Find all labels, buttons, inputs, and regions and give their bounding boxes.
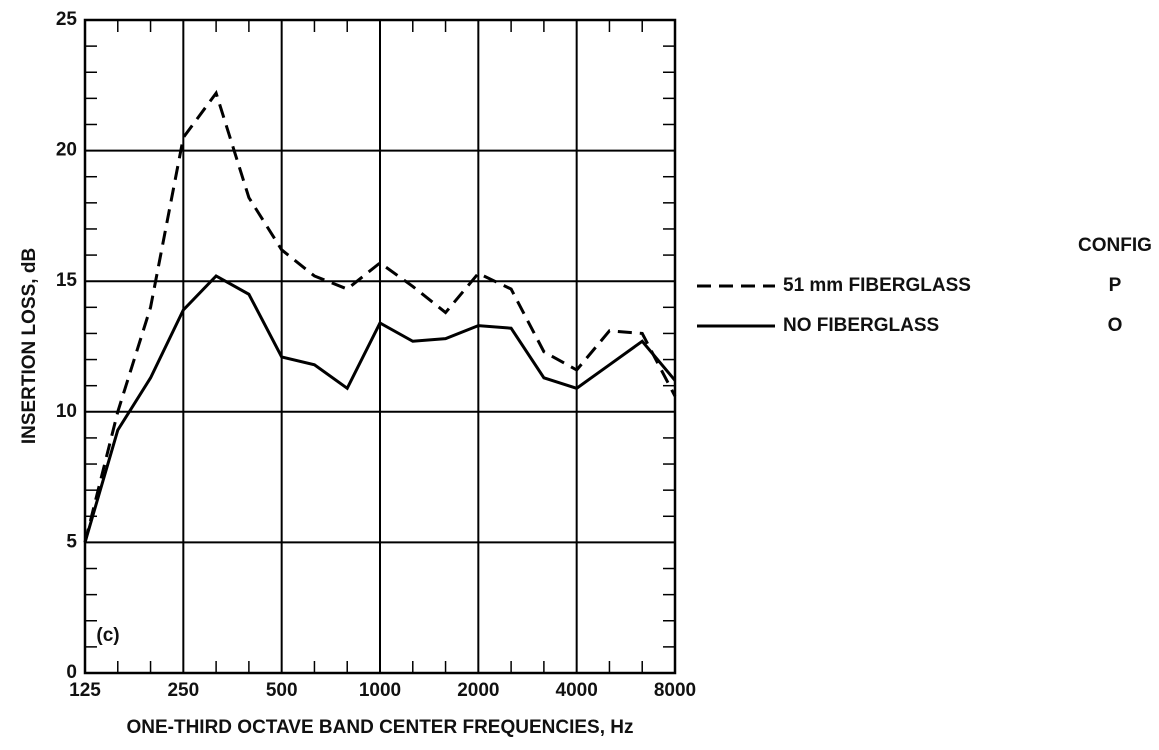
legend-title: CONFIG <box>1078 235 1152 256</box>
y-tick-label: 0 <box>66 662 77 683</box>
x-tick-label: 2000 <box>457 680 499 701</box>
x-tick-label: 125 <box>69 680 101 701</box>
x-tick-label: 1000 <box>359 680 401 701</box>
legend-label: NO FIBERGLASS <box>783 315 939 336</box>
y-tick-label: 10 <box>56 401 77 422</box>
legend-config: O <box>1108 315 1123 336</box>
x-tick-label: 8000 <box>654 680 696 701</box>
line <box>83 274 677 543</box>
y-tick-label: 20 <box>56 140 77 161</box>
x-tick-label: 500 <box>266 680 298 701</box>
annotation: (c) <box>96 625 119 646</box>
plot-frame <box>83 18 677 675</box>
y-axis-label: INSERTION LOSS, dB <box>19 248 40 444</box>
legend-config: P <box>1109 275 1122 296</box>
y-tick-label: 15 <box>56 270 78 291</box>
legend-label: 51 mm FIBERGLASS <box>783 275 971 296</box>
x-tick-label: 4000 <box>556 680 598 701</box>
x-tick-label: 250 <box>167 680 199 701</box>
y-tick-label: 5 <box>66 531 77 552</box>
y-tick-label: 25 <box>56 9 78 30</box>
line <box>83 89 677 543</box>
x-axis-label: ONE-THIRD OCTAVE BAND CENTER FREQUENCIES… <box>126 717 633 738</box>
